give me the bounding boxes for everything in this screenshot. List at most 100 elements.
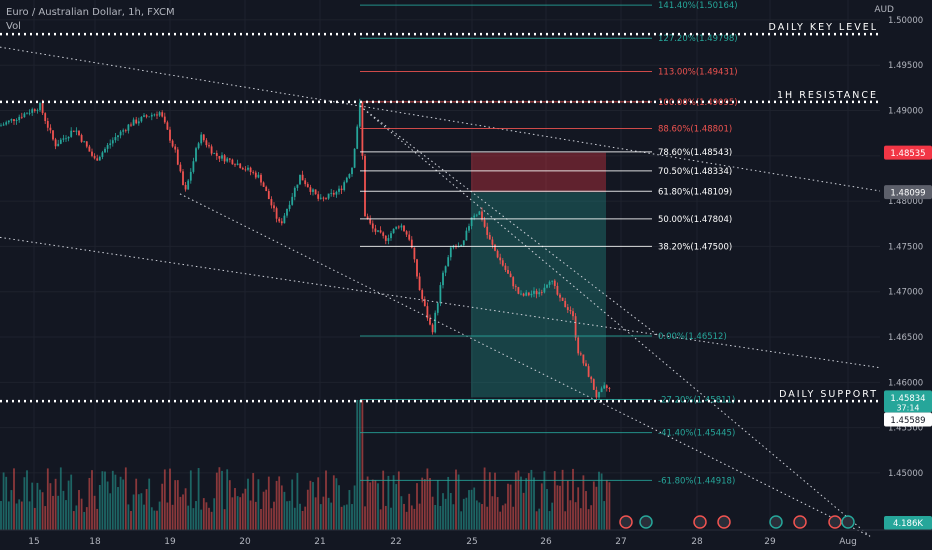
- volume-bar: [145, 489, 148, 530]
- candle: [286, 208, 288, 216]
- candle: [548, 281, 551, 285]
- candle: [247, 167, 249, 170]
- candle: [483, 219, 486, 227]
- candle: [397, 226, 400, 228]
- volume-bar: [390, 507, 392, 530]
- candle: [491, 239, 494, 245]
- time-tick-label: 21: [314, 537, 325, 547]
- candle: [26, 113, 28, 115]
- volume-bar: [543, 471, 546, 530]
- candle: [561, 297, 564, 301]
- price-tick-label: 1.50000: [888, 16, 923, 26]
- volume-bar: [520, 476, 522, 530]
- fib-label: 61.80%(1.48109): [658, 187, 732, 197]
- volume-bar: [18, 499, 21, 530]
- candle: [223, 155, 226, 162]
- volume-bar: [49, 483, 52, 530]
- candle: [478, 211, 481, 215]
- candle: [39, 103, 41, 111]
- volume-bar: [137, 494, 140, 530]
- candle: [236, 163, 239, 165]
- volume-bar: [163, 469, 166, 530]
- volume-bar: [62, 490, 65, 530]
- volume-bar: [205, 502, 208, 530]
- candle: [608, 387, 611, 389]
- fib-label: 113.00%(1.49431): [658, 67, 738, 77]
- candle: [574, 316, 577, 338]
- volume-bar: [353, 485, 356, 530]
- candle: [431, 324, 434, 333]
- volume-bar: [564, 511, 567, 530]
- volume-bar: [387, 475, 390, 530]
- candle: [213, 153, 216, 154]
- candle: [338, 188, 340, 192]
- time-tick-label: 28: [691, 537, 703, 547]
- volume-bar: [189, 470, 192, 530]
- candle: [267, 191, 270, 200]
- volume-bar: [267, 476, 270, 530]
- volume-bar: [431, 496, 434, 530]
- volume-bar: [522, 492, 525, 530]
- volume-bar: [426, 468, 429, 530]
- event-marker: [793, 515, 807, 529]
- volume-bar: [325, 470, 327, 530]
- volume-bar: [358, 400, 361, 530]
- volume-bar: [600, 473, 603, 530]
- volume-bar: [455, 469, 457, 530]
- volume-bar: [569, 500, 572, 530]
- volume-bar: [361, 400, 364, 530]
- volume-bar: [179, 496, 182, 530]
- candle: [566, 307, 569, 310]
- volume-bar: [15, 503, 18, 530]
- candle: [592, 379, 595, 390]
- candle: [335, 191, 338, 195]
- candle: [444, 266, 447, 273]
- symbol-title[interactable]: Euro / Australian Dollar, 1h, FXCM: [6, 7, 175, 18]
- volume-bar: [460, 511, 463, 530]
- volume-bar: [566, 480, 569, 530]
- price-tick-label: 1.47000: [888, 288, 923, 298]
- volume-label: Vol: [6, 21, 21, 32]
- candle: [603, 385, 606, 389]
- volume-bar: [447, 476, 450, 530]
- candle: [520, 293, 522, 295]
- volume-bar: [499, 511, 502, 530]
- volume-bar: [603, 501, 606, 530]
- volume-bar: [273, 501, 275, 530]
- volume-bar: [78, 490, 80, 530]
- candle: [18, 116, 21, 121]
- volume-bar: [143, 504, 145, 530]
- volume-bar: [213, 498, 216, 530]
- candle: [283, 215, 286, 224]
- volume-bar: [442, 493, 444, 530]
- candle: [379, 230, 382, 233]
- time-tick-label: 27: [615, 537, 626, 547]
- volume-bar: [197, 468, 200, 530]
- candle: [512, 277, 515, 287]
- volume-tag: [884, 516, 932, 530]
- candle: [481, 211, 483, 220]
- volume-bar: [366, 476, 369, 530]
- volume-bar: [161, 483, 164, 530]
- volume-bar: [546, 489, 548, 530]
- volume-bar: [561, 469, 564, 530]
- volume-bar: [85, 507, 88, 530]
- volume-bar: [5, 476, 8, 530]
- volume-bar: [23, 477, 26, 530]
- volume-bar: [169, 468, 171, 530]
- candle: [598, 392, 600, 398]
- candle: [75, 130, 78, 132]
- candle: [52, 130, 54, 140]
- candle: [189, 171, 192, 181]
- candle: [416, 259, 418, 277]
- volume-bar: [33, 507, 36, 530]
- volume-bar: [202, 498, 205, 530]
- candle: [257, 174, 260, 178]
- volume-bar: [377, 483, 379, 530]
- volume-bar: [559, 485, 561, 530]
- volume-bar: [356, 400, 359, 530]
- volume-bar: [379, 509, 382, 530]
- candle: [330, 192, 333, 194]
- volume-bar: [231, 497, 234, 530]
